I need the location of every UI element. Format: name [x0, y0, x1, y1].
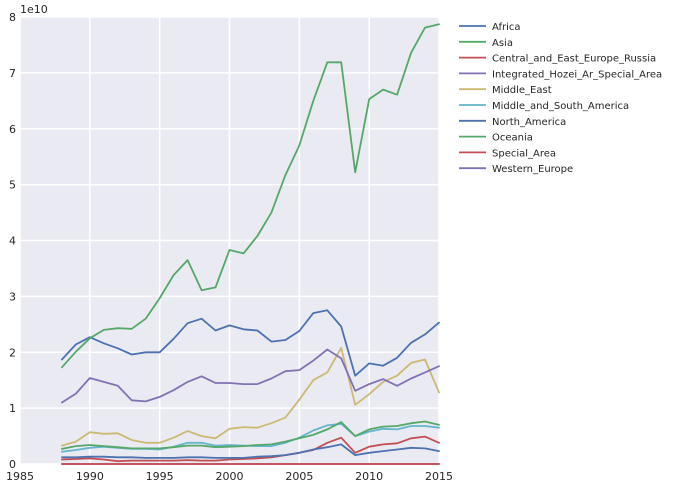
y-tick-label: 7 [9, 67, 16, 80]
x-tick-label: 1990 [76, 470, 104, 483]
y-tick-label: 2 [9, 346, 16, 359]
legend: Africa Asia Central_and_East_Europe_Russia… [459, 22, 662, 175]
series-line-1 [61, 23, 440, 369]
series-line-6 [61, 443, 440, 459]
legend-label: Africa [492, 22, 521, 33]
x-tick-label: 2000 [216, 470, 244, 483]
legend-label: Oceania [492, 133, 533, 144]
legend-label: Integrated_Hozei_Ar_Special_Area [492, 69, 662, 80]
y-tick-label: 3 [9, 290, 16, 303]
legend-label: North_America [492, 117, 566, 128]
series-line-4 [61, 346, 440, 447]
legend-label: Middle_and_South_America [492, 101, 629, 112]
y-tick-labels: 0 1 2 3 4 5 6 7 8 [9, 11, 16, 471]
y-tick-label: 4 [9, 235, 16, 248]
y-tick-label: 5 [9, 179, 16, 192]
series-line-7 [61, 420, 440, 450]
y-tick-label: 0 [9, 458, 16, 471]
y-tick-label: 1 [9, 402, 16, 415]
x-tick-labels: 1985 1990 1995 2000 2005 2010 2015 [6, 470, 453, 483]
series-line-2 [61, 435, 440, 463]
x-tick-label: 2010 [355, 470, 383, 483]
series-line-0 [61, 309, 440, 377]
legend-label: Central_and_East_Europe_Russia [492, 54, 656, 65]
series-lines [61, 23, 440, 465]
x-tick-label: 2005 [285, 470, 313, 483]
x-tick-label: 2015 [425, 470, 453, 483]
y-tick-label: 8 [9, 11, 16, 24]
offset-label: 1e10 [20, 3, 48, 16]
x-tick-label: 1995 [146, 470, 174, 483]
legend-label: Special_Area [492, 148, 556, 159]
legend-label: Asia [492, 38, 513, 49]
legend-label: Western_Europe [492, 164, 573, 175]
y-tick-label: 6 [9, 123, 16, 136]
series-line-9 [61, 348, 440, 404]
x-tick-label: 1985 [6, 470, 34, 483]
legend-label: Middle_East [492, 85, 552, 96]
